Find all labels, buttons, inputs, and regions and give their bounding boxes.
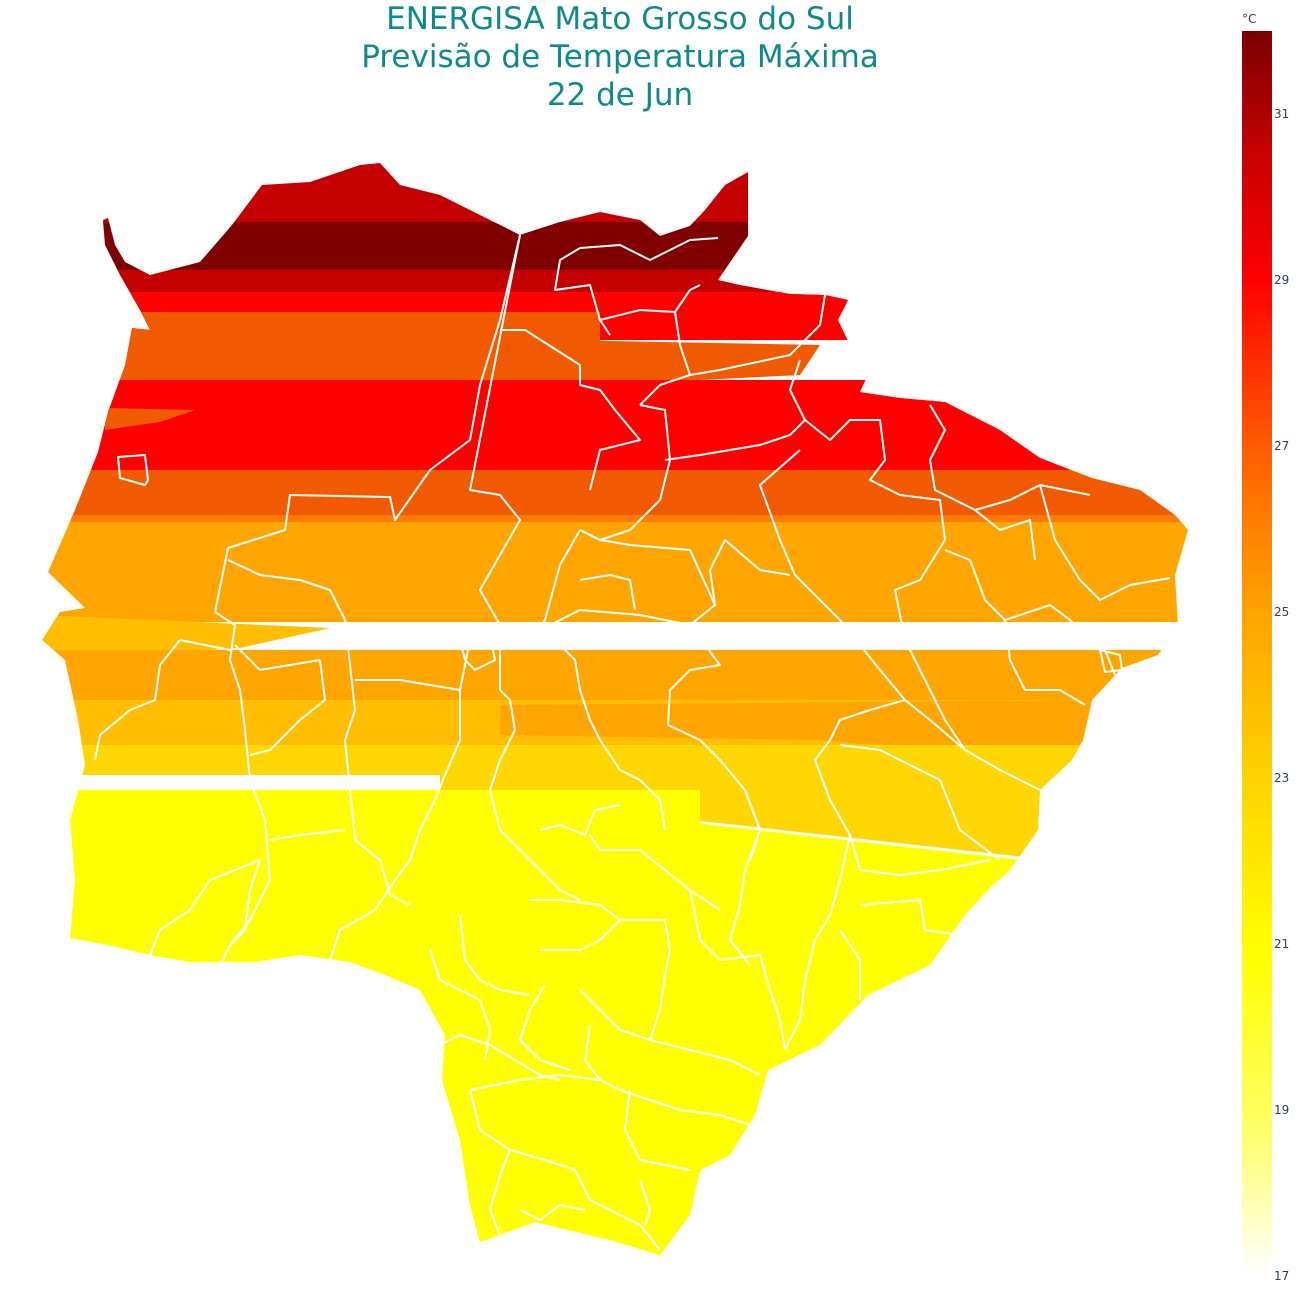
colorbar-tick-label: 27 <box>1274 439 1289 453</box>
colorbar-ticks: 31 29 27 25 23 21 19 17 <box>1274 107 1289 1283</box>
colorbar-tick-label: 29 <box>1274 273 1289 287</box>
colorbar-tick-label: 17 <box>1274 1269 1289 1283</box>
title-line-date: 22 de Jun <box>546 77 694 113</box>
colorbar-tick-label: 25 <box>1274 605 1289 619</box>
band-fill-21-east <box>430 795 1100 1255</box>
temperature-bands <box>42 163 1188 1255</box>
colorbar-tick-label: 31 <box>1274 107 1289 121</box>
band-fill-22-east <box>760 812 1050 858</box>
page-title: ENERGISA Mato Grosso do Sul Previsão de … <box>0 0 1240 114</box>
band-fill-25 <box>42 522 1188 622</box>
band-fill-28-tongue <box>560 340 820 385</box>
title-line-subject: Previsão de Temperatura Máxima <box>361 39 879 75</box>
band-fill-28-upper <box>42 312 600 380</box>
band-fill-29-mid <box>42 380 1188 470</box>
band-fill-26 <box>42 515 1188 525</box>
colorbar-tick-label: 19 <box>1274 1103 1289 1117</box>
band-fill-28-lower <box>42 470 1188 520</box>
colorbar-tick-label: 21 <box>1274 937 1289 951</box>
colorbar-tick-label: 23 <box>1274 771 1289 785</box>
temperature-colorbar: °C 31 29 27 25 23 21 19 17 <box>1242 12 1289 1283</box>
colorbar-gradient <box>1242 31 1272 1276</box>
title-line-company: ENERGISA Mato Grosso do Sul <box>386 1 854 37</box>
municipality-borders <box>94 234 1171 1251</box>
colorbar-unit: °C <box>1242 12 1256 26</box>
band-fill-top <box>42 163 1188 230</box>
band-fill-28-west <box>105 408 195 430</box>
band-fill-25-lower <box>42 650 1188 705</box>
temperature-map <box>42 163 1188 1255</box>
